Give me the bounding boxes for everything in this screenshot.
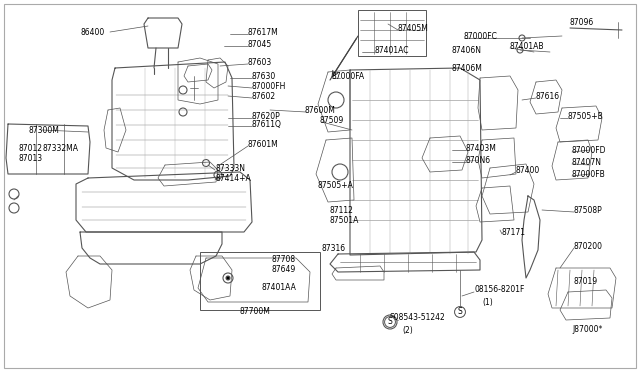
Text: 87602: 87602 [252, 92, 276, 100]
Text: 87333N: 87333N [215, 164, 245, 173]
Text: 87603: 87603 [248, 58, 272, 67]
Bar [358, 10, 426, 56]
Text: 870200: 870200 [574, 241, 603, 250]
Text: 87400: 87400 [516, 166, 540, 174]
Text: (2): (2) [402, 326, 413, 334]
Text: S: S [458, 308, 462, 317]
Text: S08543-51242: S08543-51242 [390, 314, 445, 323]
Text: 87617M: 87617M [248, 28, 279, 36]
Text: 87300M: 87300M [28, 125, 59, 135]
Text: 08156-8201F: 08156-8201F [475, 285, 525, 295]
Text: 87401AA: 87401AA [262, 283, 297, 292]
Text: 86400: 86400 [81, 28, 105, 36]
Text: 87045: 87045 [248, 39, 272, 48]
Text: 87316: 87316 [322, 244, 346, 253]
Text: 87407N: 87407N [572, 157, 602, 167]
Text: 87630: 87630 [252, 71, 276, 80]
Text: 87000FA: 87000FA [332, 71, 365, 80]
Text: 87000FC: 87000FC [464, 32, 498, 41]
Text: J87000*: J87000* [572, 326, 602, 334]
Text: 87013: 87013 [18, 154, 42, 163]
Text: 87508P: 87508P [574, 205, 603, 215]
Text: 87401AB: 87401AB [510, 42, 545, 51]
Text: 87019: 87019 [574, 278, 598, 286]
Text: 87700M: 87700M [240, 308, 271, 317]
Text: 87600M: 87600M [305, 106, 336, 115]
Text: 87406N: 87406N [452, 45, 482, 55]
Text: S: S [458, 309, 462, 315]
Text: 87601M: 87601M [248, 140, 279, 148]
Text: 87708: 87708 [272, 256, 296, 264]
Text: 87616: 87616 [536, 92, 560, 100]
Text: 87505+A: 87505+A [318, 180, 354, 189]
Text: 87000FB: 87000FB [572, 170, 605, 179]
Text: (1): (1) [482, 298, 493, 307]
Text: 87112: 87112 [330, 205, 354, 215]
Circle shape [226, 276, 230, 280]
Text: 87414+A: 87414+A [215, 173, 251, 183]
Text: 87649: 87649 [272, 266, 296, 275]
Text: 87611Q: 87611Q [252, 119, 282, 128]
Text: 87012: 87012 [18, 144, 42, 153]
Bar [200, 252, 320, 310]
Text: 87405M: 87405M [398, 23, 429, 32]
Text: 87620P: 87620P [252, 112, 281, 121]
Text: 870N6: 870N6 [466, 155, 491, 164]
Text: 87332MA: 87332MA [42, 144, 78, 153]
Text: 87000FD: 87000FD [572, 145, 607, 154]
Text: S: S [388, 319, 392, 325]
Text: 87096: 87096 [570, 17, 595, 26]
Text: 87401AC: 87401AC [375, 45, 410, 55]
Text: 87000FH: 87000FH [252, 81, 286, 90]
Text: 87501A: 87501A [330, 215, 360, 224]
Text: 87505+B: 87505+B [568, 112, 604, 121]
Text: 87406M: 87406M [452, 64, 483, 73]
Text: 87171: 87171 [502, 228, 526, 237]
Text: 87509: 87509 [320, 115, 344, 125]
Text: S: S [388, 317, 392, 327]
Text: 87403M: 87403M [466, 144, 497, 153]
